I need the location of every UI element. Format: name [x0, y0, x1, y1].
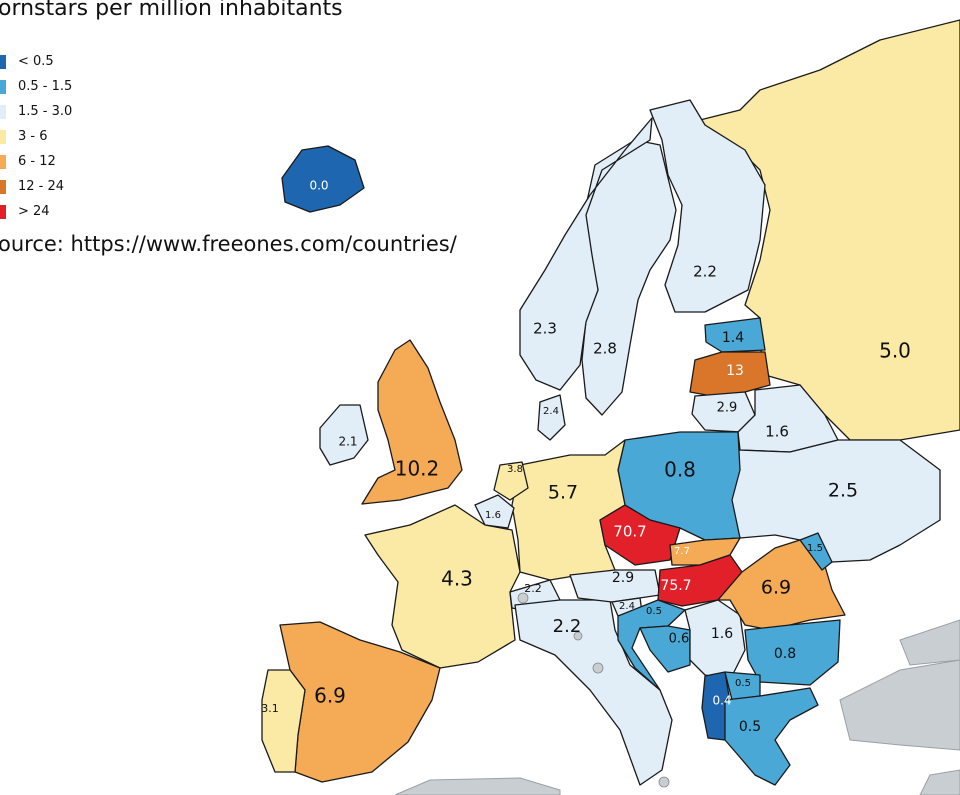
value-label-spain: 6.9	[314, 684, 346, 708]
value-label-serbia: 1.6	[711, 626, 733, 642]
legend-swatch	[0, 155, 6, 169]
value-label-czechia: 70.7	[613, 523, 646, 541]
country-romania	[717, 539, 846, 631]
value-label-denmark: 2.4	[543, 406, 559, 417]
value-label-lithuania: 2.9	[717, 401, 738, 416]
value-label-finland: 2.2	[693, 263, 717, 281]
value-label-croatia: 0.5	[646, 606, 662, 617]
legend-label: 0.5 - 1.5	[18, 79, 73, 94]
country-denmark	[537, 394, 566, 441]
value-label-belarus: 1.6	[765, 423, 789, 441]
value-label-albania: 0.4	[712, 694, 731, 708]
legend-swatch	[0, 80, 6, 94]
value-label-italy: 2.2	[553, 616, 582, 637]
value-label-latvia: 13	[726, 363, 744, 379]
legend-label: > 24	[18, 204, 50, 219]
value-label-iceland: 0.0	[309, 179, 328, 193]
country-uk	[361, 339, 463, 505]
country-france	[364, 504, 521, 669]
legend-swatch	[0, 130, 6, 144]
legend-swatch	[0, 55, 6, 69]
value-label-ukraine: 2.5	[828, 480, 858, 502]
country-germany	[511, 439, 626, 581]
legend-label: < 0.5	[18, 54, 54, 69]
value-label-poland: 0.8	[664, 458, 696, 482]
legend-swatch	[0, 105, 6, 119]
country-bosnia	[639, 625, 691, 673]
value-label-greece: 0.5	[739, 719, 761, 735]
value-label-russia: 5.0	[879, 339, 911, 363]
value-label-ireland: 2.1	[338, 435, 357, 449]
caucasus-nodata	[899, 619, 960, 666]
country-netherlands	[493, 461, 529, 501]
value-label-france: 4.3	[441, 567, 473, 591]
territory-dot	[658, 776, 670, 788]
value-label-norway: 2.3	[533, 320, 557, 338]
territory-dot	[592, 662, 604, 674]
value-label-north-macedonia: 0.5	[735, 678, 751, 689]
country-latvia	[689, 351, 771, 397]
country-italy	[514, 599, 673, 786]
north-africa-nodata	[394, 777, 561, 795]
map-title: ornstars per million inhabitants	[0, 0, 343, 21]
value-label-moldova: 1.5	[807, 543, 823, 554]
country-belgium	[474, 494, 515, 529]
value-label-bulgaria: 0.8	[774, 646, 796, 662]
country-bulgaria	[744, 619, 841, 686]
value-label-bosnia: 0.6	[669, 632, 690, 647]
value-label-uk: 10.2	[395, 457, 440, 481]
country-estonia	[704, 317, 766, 353]
value-label-sweden: 2.8	[593, 340, 617, 358]
legend-label: 6 - 12	[18, 154, 56, 169]
value-labels: 5.0 2.2 2.8 2.3 1.4 13 2.9 1.6 2.5 0.8 5.7 2.4 3.8 1.…	[261, 179, 911, 736]
country-greece	[724, 687, 819, 786]
country-ukraine	[729, 439, 941, 563]
country-croatia	[617, 599, 686, 691]
value-label-romania: 6.9	[761, 577, 791, 599]
value-label-slovakia: 7.7	[674, 546, 690, 557]
value-label-estonia: 1.4	[722, 330, 744, 346]
value-label-hungary: 75.7	[660, 578, 691, 594]
value-label-austria: 2.9	[612, 570, 634, 586]
legend-label: 1.5 - 3.0	[18, 104, 73, 119]
territory-dot	[517, 592, 529, 604]
middle-east-nodata	[919, 769, 960, 795]
value-label-slovenia: 2.4	[619, 601, 635, 612]
country-iceland	[281, 145, 365, 213]
legend-label: 3 - 6	[18, 129, 48, 144]
turkey-nodata	[839, 659, 960, 751]
value-label-switzerland: 2.2	[524, 582, 542, 595]
country-moldova	[799, 532, 833, 571]
territory-dot	[573, 631, 583, 641]
value-label-germany: 5.7	[548, 482, 578, 504]
country-portugal	[261, 669, 306, 773]
country-norway	[519, 117, 653, 391]
legend-swatch	[0, 180, 6, 194]
value-label-netherlands: 3.8	[507, 464, 523, 475]
value-label-portugal: 3.1	[261, 702, 279, 715]
country-ireland	[319, 404, 369, 466]
legend-swatch	[0, 205, 6, 219]
value-label-belgium: 1.6	[485, 510, 501, 521]
legend-label: 12 - 24	[18, 179, 65, 194]
country-finland	[649, 99, 766, 313]
source-note: ource: https://www.freeones.com/countrie…	[0, 232, 457, 256]
